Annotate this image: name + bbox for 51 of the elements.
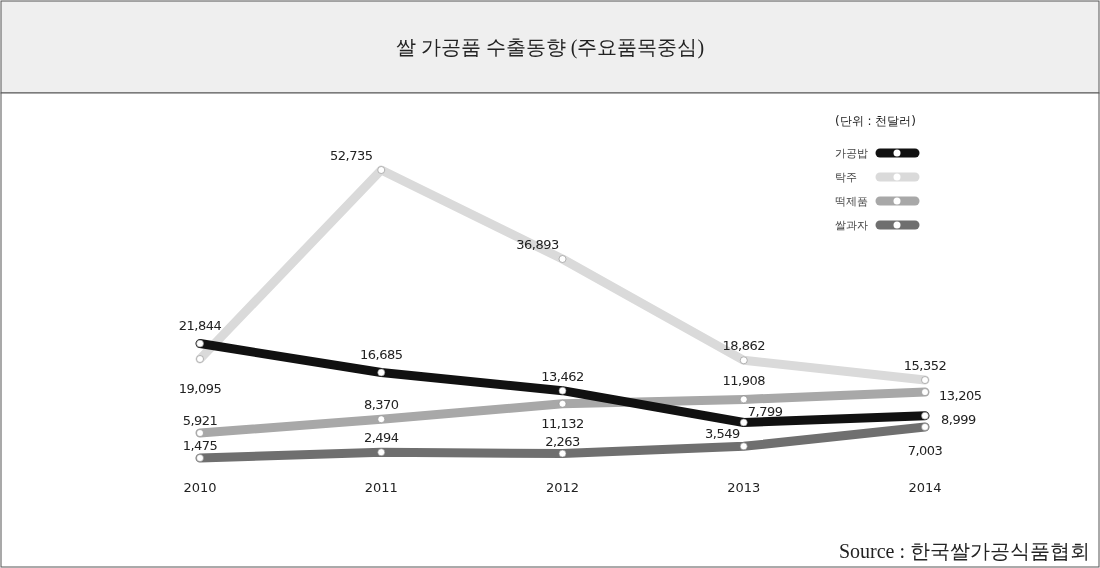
point xyxy=(739,395,748,404)
source-note: Source : 한국쌀가공식품협회 xyxy=(838,540,1090,562)
data-label: 2,263 xyxy=(545,433,581,449)
legend-item: 탁주 xyxy=(835,171,920,184)
point xyxy=(377,448,386,457)
data-label: 5,921 xyxy=(182,413,218,429)
data-label: 7,799 xyxy=(747,404,783,420)
legend-label: 탁주 xyxy=(835,171,857,184)
legend-label: 가공밥 xyxy=(835,147,868,160)
legend-item: 쌀과자 xyxy=(835,219,920,232)
point xyxy=(921,388,929,396)
chart-title: 쌀 가공품 수출동향 (주요품목중심) xyxy=(395,36,705,59)
x-tick-label: 2011 xyxy=(364,480,398,495)
legend-label: 떡제품 xyxy=(835,195,868,208)
data-label: 13,462 xyxy=(541,368,584,384)
point xyxy=(739,442,748,451)
data-label: 11,132 xyxy=(541,415,584,431)
point xyxy=(196,355,204,363)
point xyxy=(377,415,386,424)
data-label: 2,494 xyxy=(363,430,399,446)
point xyxy=(558,399,567,408)
point xyxy=(921,376,929,384)
x-tick-label: 2013 xyxy=(727,480,761,495)
data-label: 15,352 xyxy=(903,358,947,374)
point xyxy=(196,429,204,437)
data-label: 36,893 xyxy=(516,237,559,253)
data-label: 52,735 xyxy=(330,148,373,163)
point xyxy=(377,166,386,174)
x-tick-label: 2012 xyxy=(545,480,580,495)
legend-title: (단위 : 천달러) xyxy=(835,114,917,128)
data-label: 3,549 xyxy=(705,426,740,442)
x-tick-label: 2010 xyxy=(183,480,217,495)
data-label: 7,003 xyxy=(907,442,943,458)
point xyxy=(196,454,204,462)
data-label: 11,908 xyxy=(722,373,766,389)
legend-label: 쌀과자 xyxy=(835,219,868,232)
legend-item: 가공밥 xyxy=(835,147,920,160)
point xyxy=(558,255,567,263)
data-label: 8,999 xyxy=(941,411,976,427)
data-label: 1,475 xyxy=(182,438,218,453)
point xyxy=(739,356,748,365)
data-label: 16,685 xyxy=(360,346,403,362)
point xyxy=(558,449,567,458)
x-tick-label: 2014 xyxy=(908,480,942,495)
data-label: 18,862 xyxy=(722,338,765,354)
data-label: 21,844 xyxy=(178,317,222,333)
point xyxy=(921,423,929,431)
legend-item: 떡제품 xyxy=(835,195,920,208)
data-label: 19,095 xyxy=(178,381,222,396)
data-label: 13,205 xyxy=(939,388,982,404)
data-label: 8,370 xyxy=(363,397,399,413)
